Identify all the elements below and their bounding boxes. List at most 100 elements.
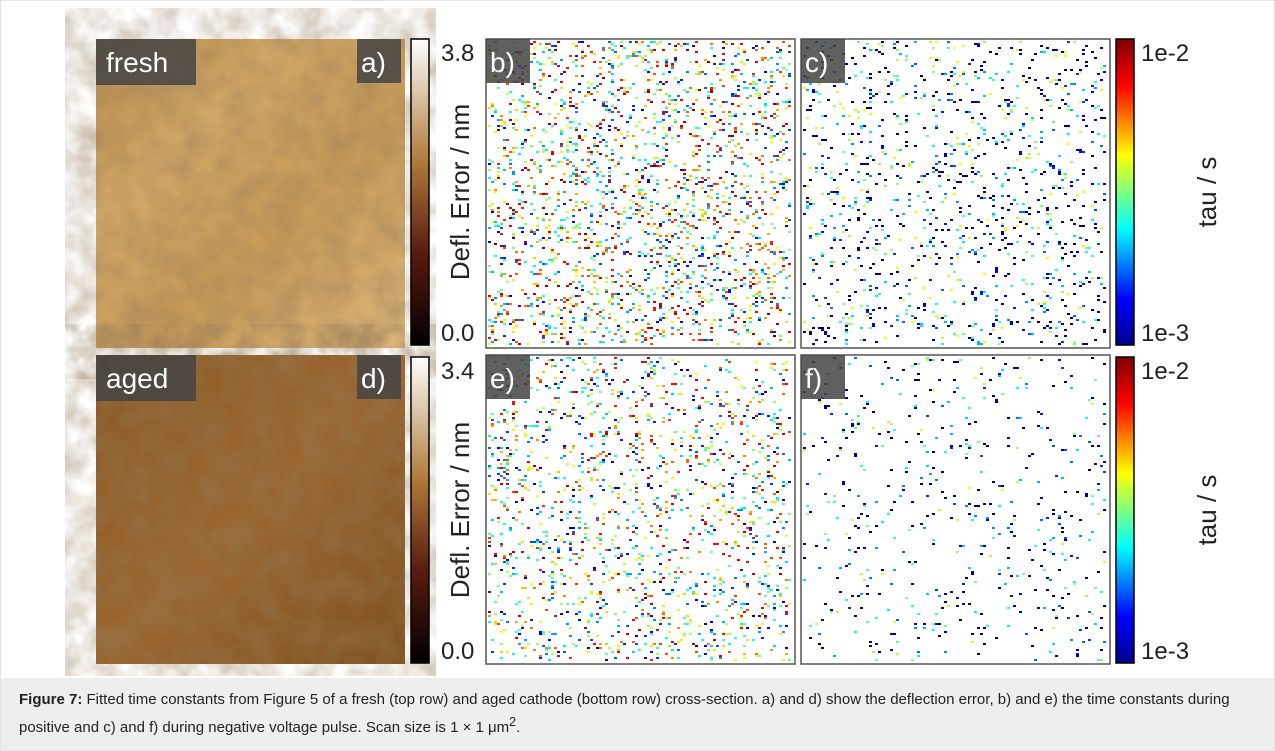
map-pixel [668,233,671,235]
map-pixel [494,487,497,489]
map-pixel [1055,185,1058,187]
map-pixel [869,199,872,201]
map-pixel [506,473,509,475]
map-pixel [650,79,653,81]
map-pixel [602,197,605,199]
map-pixel [749,83,752,85]
map-pixel [767,605,770,607]
map-pixel [731,77,734,79]
map-pixel [710,339,713,341]
map-pixel [524,161,527,163]
map-pixel [1085,251,1088,253]
map-pixel [671,321,674,323]
map-pixel [719,279,722,281]
map-pixel [641,293,644,295]
map-pixel [857,41,860,43]
map-pixel [926,135,929,137]
map-pixel [980,69,983,71]
map-pixel [956,279,959,281]
map-pixel [599,593,602,595]
map-pixel [647,323,650,325]
map-pixel [1103,71,1106,73]
map-pixel [638,43,641,45]
map-pixel [722,85,725,87]
map-pixel [740,507,743,509]
map-pixel [587,245,590,247]
map-pixel [596,519,599,521]
map-pixel [710,631,713,633]
map-pixel [557,253,560,255]
map-pixel [542,237,545,239]
map-pixel [590,615,593,617]
map-pixel [734,297,737,299]
map-pixel [665,81,668,83]
map-pixel [641,289,644,291]
map-pixel [644,515,647,517]
map-pixel [647,223,650,225]
map-pixel [683,617,686,619]
map-pixel [1004,99,1007,101]
map-pixel [848,295,851,297]
map-pixel [1082,343,1085,345]
map-pixel [635,559,638,561]
map-pixel [488,227,491,229]
map-pixel [641,253,644,255]
map-pixel [620,555,623,557]
map-pixel [542,149,545,151]
map-pixel [497,147,500,149]
map-pixel [647,327,650,329]
map-pixel [1046,257,1049,259]
map-pixel [572,445,575,447]
map-pixel [629,293,632,295]
map-pixel [737,53,740,55]
map-pixel [587,177,590,179]
map-pixel [650,547,653,549]
map-pixel [1061,173,1064,175]
map-pixel [635,333,638,335]
map-pixel [707,603,710,605]
map-pixel [614,45,617,47]
map-pixel [569,549,572,551]
map-pixel [635,97,638,99]
map-pixel [539,273,542,275]
map-pixel [815,135,818,137]
map-pixel [773,297,776,299]
map-pixel [593,259,596,261]
map-pixel [722,645,725,647]
map-pixel [758,485,761,487]
map-pixel [665,205,668,207]
map-pixel [1070,219,1073,221]
map-pixel [623,483,626,485]
map-pixel [686,541,689,543]
map-pixel [740,247,743,249]
map-pixel [761,57,764,59]
map-pixel [779,157,782,159]
map-pixel [1067,93,1070,95]
map-pixel [503,121,506,123]
map-pixel [602,207,605,209]
map-pixel [1046,47,1049,49]
map-pixel [878,43,881,45]
map-pixel [620,157,623,159]
map-pixel [617,293,620,295]
map-pixel [644,395,647,397]
map-pixel [635,169,638,171]
panel: c) [801,39,1110,348]
map-pixel [1040,131,1043,133]
map-pixel [668,219,671,221]
map-pixel [509,453,512,455]
map-pixel [611,389,614,391]
map-pixel [1046,207,1049,209]
map-pixel [764,213,767,215]
map-pixel [518,601,521,603]
map-pixel [539,169,542,171]
map-pixel [770,77,773,79]
map-pixel [884,321,887,323]
map-pixel [512,99,515,101]
map-pixel [659,333,662,335]
map-pixel [1022,75,1025,77]
map-pixel [497,313,500,315]
map-pixel [599,73,602,75]
map-pixel [686,49,689,51]
map-pixel [680,247,683,249]
